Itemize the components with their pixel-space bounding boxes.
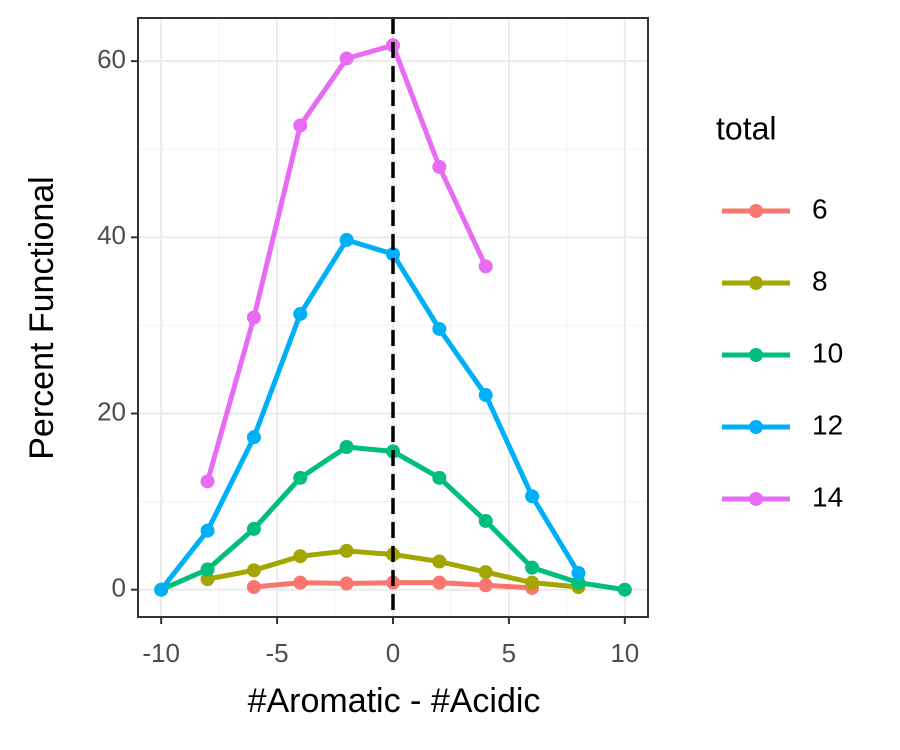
data-point — [525, 575, 540, 590]
legend-key-point — [749, 348, 763, 362]
data-point — [293, 575, 308, 590]
data-point — [246, 521, 261, 536]
x-tick-label: 5 — [502, 638, 516, 668]
data-point — [293, 470, 308, 485]
legend-key-point — [749, 492, 763, 506]
data-point — [432, 554, 447, 569]
data-point — [432, 159, 447, 174]
x-axis-title: #Aromatic - #Acidic — [248, 682, 541, 720]
legend-label: 12 — [812, 409, 843, 440]
legend-label: 6 — [812, 193, 828, 224]
data-point — [246, 310, 261, 325]
data-point — [525, 489, 540, 504]
y-axis-title: Percent Functional — [23, 176, 61, 460]
legend-key-point — [749, 204, 763, 218]
data-point — [293, 549, 308, 564]
y-tick-label: 20 — [97, 396, 126, 426]
data-point — [246, 580, 261, 595]
data-point — [293, 306, 308, 321]
y-tick-label: 0 — [112, 573, 126, 603]
legend-key-point — [749, 276, 763, 290]
legend-title: total — [716, 110, 776, 146]
x-tick-label: -10 — [142, 638, 180, 668]
data-point — [246, 430, 261, 445]
y-tick-label: 40 — [97, 220, 126, 250]
data-point — [571, 575, 586, 590]
x-tick-label: 10 — [610, 638, 639, 668]
data-point — [339, 232, 354, 247]
data-point — [432, 321, 447, 336]
series-line — [159, 237, 581, 592]
data-point — [478, 578, 493, 593]
data-point — [200, 523, 215, 538]
data-point — [200, 474, 215, 489]
data-point — [246, 563, 261, 578]
x-tick-label: -5 — [266, 638, 289, 668]
plot-border — [137, 17, 649, 618]
legend-label: 14 — [812, 481, 843, 512]
data-point — [200, 572, 215, 587]
data-point — [478, 513, 493, 528]
legend-key-point — [749, 420, 763, 434]
data-point — [432, 470, 447, 485]
data-point — [617, 582, 632, 597]
data-point — [386, 247, 400, 262]
data-point — [478, 565, 493, 580]
data-point — [525, 560, 540, 575]
legend-label: 8 — [812, 265, 828, 296]
data-point — [200, 562, 215, 577]
y-tick-label: 60 — [97, 44, 126, 74]
data-point — [339, 51, 354, 66]
x-tick-label: 0 — [386, 638, 400, 668]
data-point — [339, 439, 354, 454]
data-point — [478, 388, 493, 403]
data-point — [339, 576, 354, 591]
data-point — [154, 582, 169, 597]
data-point — [571, 565, 586, 580]
data-point — [478, 259, 493, 274]
series-line — [205, 42, 488, 483]
data-point — [293, 118, 308, 133]
data-point — [432, 575, 447, 590]
data-point — [339, 543, 354, 558]
legend-label: 10 — [812, 337, 843, 368]
